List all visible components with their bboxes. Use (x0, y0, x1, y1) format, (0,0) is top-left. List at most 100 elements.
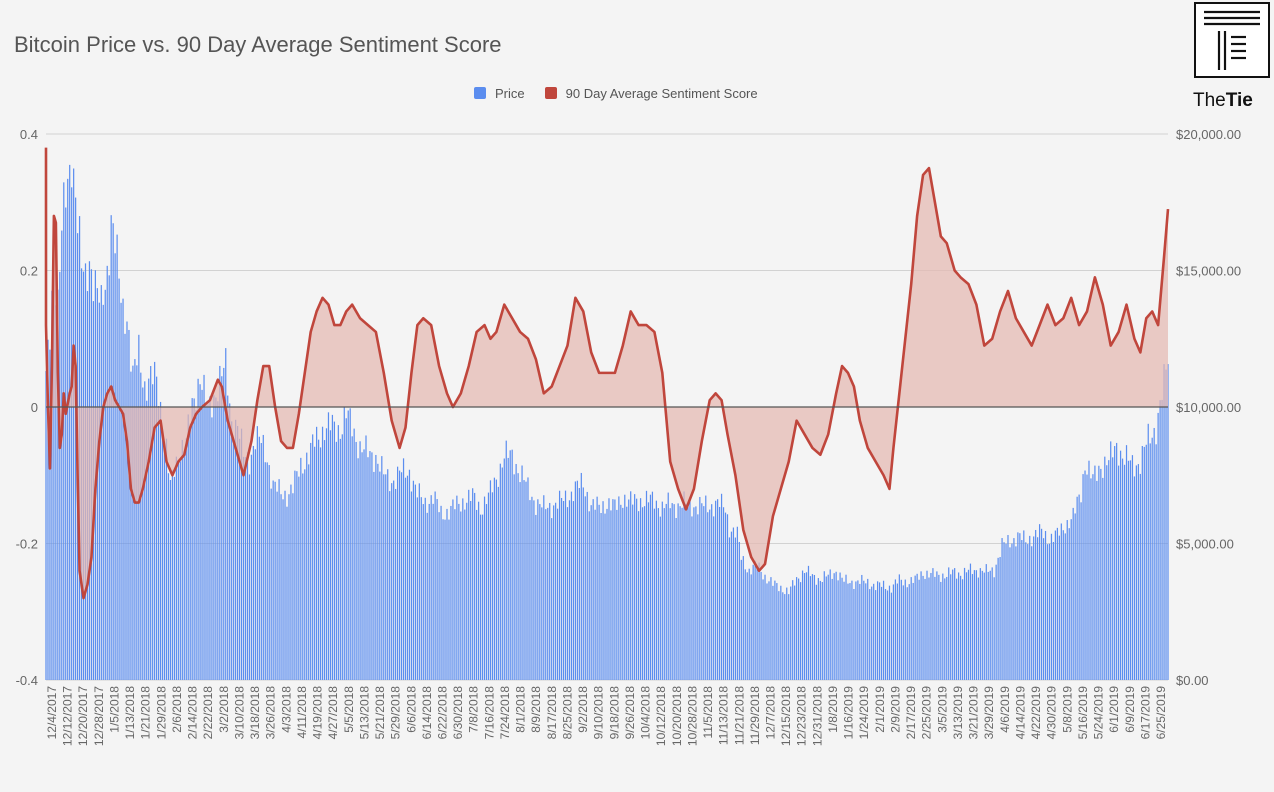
price-bar (474, 492, 476, 680)
price-bar (649, 494, 652, 680)
legend-item-price[interactable]: Price (474, 86, 525, 101)
price-bar (238, 438, 241, 680)
price-bar (171, 470, 174, 680)
price-bar (237, 426, 239, 680)
price-bar (788, 594, 790, 680)
price-bar (126, 321, 128, 680)
x-tick-label: 1/16/2019 (842, 686, 856, 740)
price-bar (1094, 465, 1096, 680)
price-bar (659, 516, 661, 680)
price-bar (96, 288, 98, 680)
x-tick-label: 6/22/2018 (435, 686, 449, 740)
price-bar (993, 577, 995, 680)
price-bar (513, 474, 515, 680)
price-bar (932, 568, 934, 680)
price-bar (732, 527, 735, 680)
price-bar (393, 480, 395, 680)
price-bar (511, 449, 513, 680)
price-bar (493, 477, 496, 680)
price-bar (620, 504, 622, 680)
price-bar (596, 496, 598, 680)
price-bar (398, 470, 401, 680)
price-bar (1076, 496, 1078, 680)
x-tick-label: 12/12/2017 (61, 686, 75, 746)
price-bar (934, 576, 936, 680)
price-bar (242, 456, 245, 680)
x-tick-label: 8/17/2018 (545, 686, 559, 740)
price-bar (519, 482, 521, 680)
price-bar (839, 572, 841, 680)
price-bar (361, 452, 363, 680)
x-tick-label: 2/1/2019 (873, 686, 887, 733)
price-bar (1001, 538, 1003, 680)
x-tick-label: 12/4/2017 (45, 686, 59, 740)
x-tick-label: 3/18/2018 (248, 686, 262, 740)
price-bar (280, 494, 282, 680)
price-bar (801, 570, 804, 680)
price-bar (847, 583, 849, 680)
price-bar (319, 447, 322, 680)
price-bar (823, 571, 825, 680)
price-bar (477, 501, 480, 680)
price-bar (600, 513, 602, 680)
price-bar (489, 480, 492, 680)
price-bar (843, 581, 845, 680)
price-bar (965, 572, 968, 680)
price-bar (67, 178, 69, 680)
price-bar (163, 441, 166, 680)
price-bar (942, 573, 944, 680)
price-bar (1112, 457, 1114, 680)
x-tick-label: 12/28/2017 (92, 686, 106, 746)
price-bar (507, 457, 509, 680)
price-bar (1084, 470, 1086, 680)
x-tick-label: 4/11/2018 (295, 686, 309, 739)
sentiment-area (44, 147, 1170, 600)
x-tick-label: 2/14/2018 (186, 686, 200, 740)
legend-item-sentiment[interactable]: 90 Day Average Sentiment Score (544, 86, 758, 101)
y-left-tick-label: 0.2 (20, 264, 38, 279)
price-bar (156, 376, 158, 680)
price-bar (1021, 540, 1023, 680)
price-bar (940, 581, 942, 680)
price-bar (104, 289, 106, 680)
price-bar (128, 329, 130, 680)
price-bar (574, 481, 576, 680)
x-tick-label: 11/21/2018 (732, 686, 746, 745)
price-bar (1123, 464, 1126, 680)
price-bar (892, 584, 895, 680)
price-bar (888, 585, 891, 680)
price-bar (138, 334, 140, 680)
price-bar (592, 499, 594, 680)
price-bar (444, 519, 446, 680)
x-tick-label: 8/9/2018 (529, 686, 543, 733)
price-bar (345, 418, 347, 680)
price-bar (624, 494, 626, 680)
price-bar (657, 508, 659, 680)
price-bar (691, 516, 693, 680)
price-bar (146, 400, 148, 680)
price-bar (1072, 507, 1074, 680)
price-bar (1033, 536, 1035, 680)
price-bar (462, 498, 464, 680)
price-bar (764, 574, 766, 680)
price-bar (187, 414, 189, 680)
x-tick-label: 4/19/2018 (311, 686, 325, 740)
price-bar (252, 445, 255, 680)
price-bar (1133, 476, 1136, 680)
price-bar (231, 421, 233, 680)
price-bar (323, 440, 326, 680)
price-bar (464, 509, 466, 680)
x-tick-label: 9/2/2018 (576, 686, 590, 733)
price-bar (756, 567, 758, 680)
price-bar (713, 516, 715, 680)
price-bar (272, 480, 274, 680)
price-bar (1121, 458, 1124, 680)
price-bar (863, 580, 865, 680)
price-bar (244, 457, 247, 680)
brand-name-bold: Tie (1225, 90, 1253, 111)
price-bar (825, 576, 827, 680)
price-bar (446, 508, 448, 680)
price-bar (193, 398, 195, 680)
price-bar (564, 490, 567, 680)
price-bar (124, 333, 126, 680)
